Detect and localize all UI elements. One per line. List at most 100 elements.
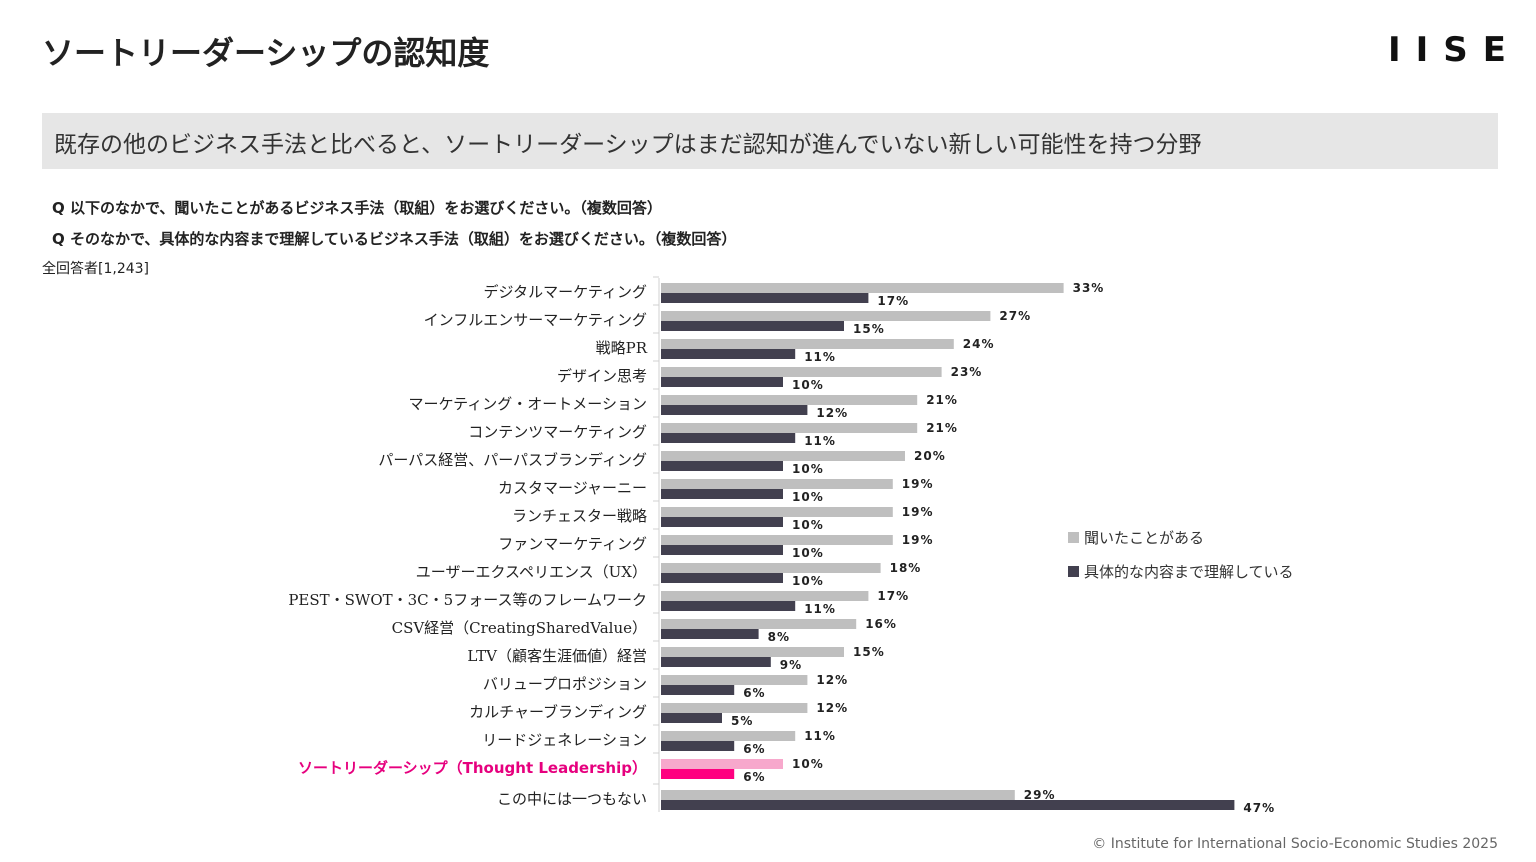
data-label-understood: 6% [743, 742, 765, 756]
bar-understood [661, 769, 735, 779]
bar-understood [661, 377, 783, 387]
data-label-heard: 27% [999, 309, 1031, 323]
legend-swatch-understood [1068, 565, 1079, 577]
legend-item-understood: 具体的な内容まで理解している [1068, 554, 1294, 588]
data-label-understood: 10% [792, 574, 824, 588]
bar-understood [661, 573, 783, 583]
data-label-heard: 17% [877, 589, 909, 603]
legend-swatch-heard [1068, 531, 1079, 543]
headline-text: 既存の他のビジネス手法と比べると、ソートリーダーシップはまだ認知が進んでいない新… [54, 132, 1202, 158]
page-title: ソートリーダーシップの認知度 [42, 34, 490, 72]
data-label-understood: 6% [743, 686, 765, 700]
bar-understood [661, 405, 808, 415]
category-label: バリュープロポジション [483, 675, 647, 693]
data-label-heard: 12% [816, 701, 848, 715]
bar-understood [661, 321, 844, 331]
data-label-heard: 21% [926, 393, 958, 407]
bar-heard [661, 451, 905, 461]
data-label-heard: 16% [865, 617, 897, 631]
bar-understood [661, 517, 783, 527]
bar-understood [661, 489, 783, 499]
question-1: Q 以下のなかで、聞いたことがあるビジネス手法（取組）をお選びください。（複数回… [52, 199, 662, 217]
bar-heard [661, 790, 1015, 800]
bar-heard [661, 591, 869, 601]
category-label: コンテンツマーケティング [468, 423, 647, 441]
category-label: インフルエンサーマーケティング [424, 311, 647, 329]
respondent-count: 全回答者[1,243] [42, 261, 150, 277]
bar-heard [661, 731, 796, 741]
bar-understood [661, 657, 771, 667]
data-label-heard: 19% [902, 505, 934, 519]
category-label: パーパス経営、パーパスブランディング [378, 451, 647, 469]
data-label-understood: 11% [804, 602, 836, 616]
headline-banner: 既存の他のビジネス手法と比べると、ソートリーダーシップはまだ認知が進んでいない新… [42, 113, 1498, 169]
category-label: デザイン思考 [557, 367, 647, 385]
bar-understood [661, 433, 796, 443]
bar-heard [661, 367, 942, 377]
bar-heard [661, 647, 844, 657]
bar-understood [661, 629, 759, 639]
category-label: PEST・SWOT・3C・5フォース等のフレームワーク [288, 591, 647, 609]
bar-heard [661, 535, 893, 545]
bar-heard [661, 703, 808, 713]
bar-understood [661, 601, 796, 611]
bar-heard [661, 675, 808, 685]
category-label: カスタマージャーニー [498, 479, 647, 497]
bar-understood [661, 800, 1235, 810]
data-label-understood: 10% [792, 462, 824, 476]
data-label-heard: 21% [926, 421, 958, 435]
bar-understood [661, 685, 735, 695]
data-label-heard: 12% [816, 673, 848, 687]
bar-heard [661, 563, 881, 573]
data-label-heard: 18% [890, 561, 922, 575]
data-label-heard: 11% [804, 729, 836, 743]
category-label: 戦略PR [596, 339, 648, 357]
bar-understood [661, 349, 796, 359]
bar-heard [661, 283, 1064, 293]
data-label-understood: 11% [804, 434, 836, 448]
data-label-heard: 24% [963, 337, 995, 351]
category-label: マーケティング・オートメーション [408, 395, 647, 413]
data-label-understood: 10% [792, 378, 824, 392]
data-label-understood: 10% [792, 490, 824, 504]
category-label: ファンマーケティング [498, 535, 647, 553]
category-label: デジタルマーケティング [483, 283, 647, 301]
data-label-heard: 15% [853, 645, 885, 659]
data-label-heard: 19% [902, 477, 934, 491]
data-label-heard: 33% [1073, 281, 1105, 295]
question-2: Q そのなかで、具体的な内容まで理解しているビジネス手法（取組）をお選びください… [52, 230, 737, 248]
bar-understood [661, 545, 783, 555]
bar-heard [661, 339, 954, 349]
data-label-heard: 19% [902, 533, 934, 547]
bar-understood [661, 293, 869, 303]
data-label-heard: 23% [951, 365, 983, 379]
bar-heard [661, 311, 991, 321]
data-label-understood: 5% [731, 714, 753, 728]
bar-understood [661, 461, 783, 471]
bar-heard [661, 507, 893, 517]
copyright-footer: © Institute for International Socio-Econ… [1092, 836, 1498, 852]
data-label-understood: 12% [816, 406, 848, 420]
category-label: リードジェネレーション [482, 731, 647, 749]
category-label: ランチェスター戦略 [512, 507, 647, 525]
data-label-understood: 17% [877, 294, 909, 308]
data-label-understood: 6% [743, 770, 765, 784]
bar-heard [661, 479, 893, 489]
data-label-understood: 10% [792, 518, 824, 532]
data-label-understood: 8% [768, 630, 790, 644]
legend-label-understood: 具体的な内容まで理解している [1084, 562, 1294, 581]
bar-heard [661, 759, 783, 769]
data-label-heard: 29% [1024, 788, 1056, 802]
bar-heard [661, 395, 918, 405]
category-label: この中には一つもない [497, 790, 647, 808]
data-label-heard: 10% [792, 757, 824, 771]
bar-understood [661, 741, 735, 751]
bar-understood [661, 713, 722, 723]
iise-logo: IISE [1388, 30, 1522, 70]
data-label-understood: 47% [1243, 801, 1275, 815]
data-label-heard: 20% [914, 449, 946, 463]
category-label: CSV経営（CreatingSharedValue） [392, 619, 647, 637]
data-label-understood: 11% [804, 350, 836, 364]
category-label: カルチャーブランディング [469, 703, 647, 721]
legend-label-heard: 聞いたことがある [1084, 528, 1205, 547]
